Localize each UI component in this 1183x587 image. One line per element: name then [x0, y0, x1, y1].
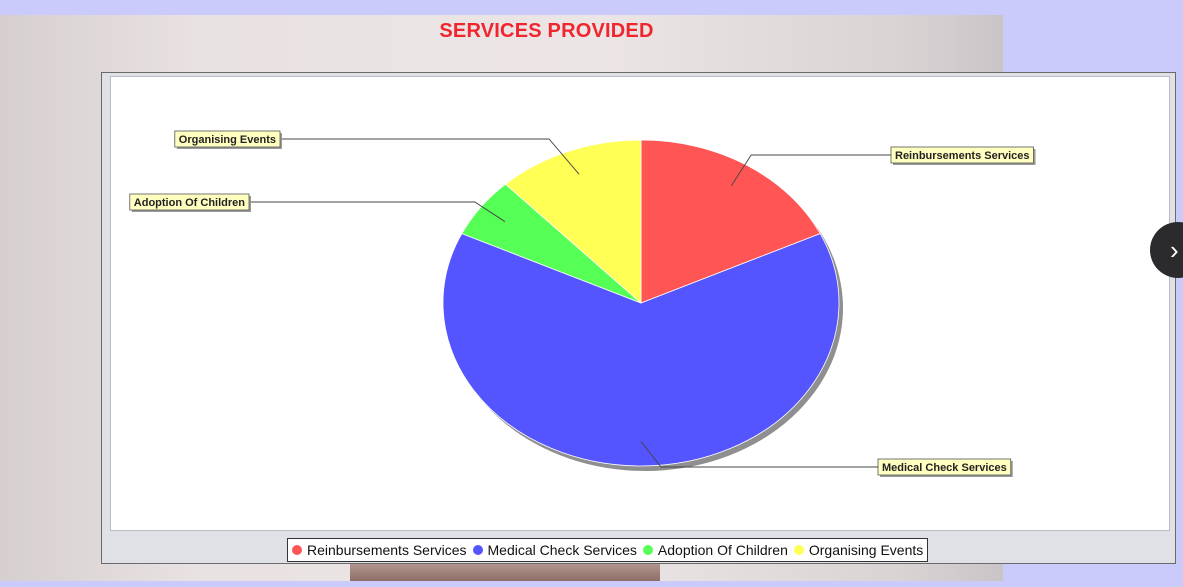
- legend-label: Adoption Of Children: [657, 542, 788, 558]
- slice-label-medical-check-services: Medical Check Services: [640, 441, 1013, 477]
- legend-swatch: [472, 545, 483, 555]
- chevron-right-icon: ›: [1170, 235, 1179, 265]
- slice-label-text: Medical Check Services: [882, 462, 1007, 474]
- slice-label-text: Reinbursements Services: [895, 150, 1030, 162]
- legend-label: Organising Events: [808, 542, 924, 558]
- pie-slice-organising-events[interactable]: [504, 139, 642, 304]
- leader-line-adoption-of-children: [249, 201, 506, 222]
- legend-item-reinbursements-services: Reinbursements Services: [292, 542, 467, 558]
- legend-label: Medical Check Services: [487, 542, 637, 558]
- leader-line-reinbursements-services: [730, 154, 891, 187]
- legend-item-organising-events: Organising Events: [793, 542, 924, 558]
- legend-swatch: [793, 545, 804, 555]
- pie-slice-reinbursements-services[interactable]: [640, 139, 821, 304]
- legend-swatch: [292, 545, 302, 555]
- pie-slice-medical-check-services[interactable]: [442, 233, 840, 467]
- legend-swatch: [642, 545, 653, 555]
- slice-label-adoption-of-children: Adoption Of Children: [129, 193, 506, 222]
- legend-item-adoption-of-children: Adoption Of Children: [642, 542, 788, 558]
- slice-label-organising-events: Organising Events: [174, 130, 580, 175]
- page-title: SERVICES PROVIDED: [439, 20, 654, 42]
- slice-label-text: Organising Events: [179, 134, 276, 146]
- leader-line-organising-events: [280, 138, 580, 175]
- chart-frame: Reinbursements Services Medical Check Ser…: [101, 72, 1176, 564]
- background-photo: [350, 560, 660, 581]
- chart-plot-area: Reinbursements Services Medical Check Ser…: [110, 76, 1170, 531]
- legend-label: Reinbursements Services: [307, 542, 467, 558]
- leader-line-medical-check-services: [640, 441, 878, 468]
- chart-legend: Reinbursements Services Medical Check Ser…: [287, 538, 929, 562]
- slice-label-text: Adoption Of Children: [134, 197, 245, 209]
- pie-chart: Reinbursements Services Medical Check Ser…: [129, 130, 1036, 477]
- legend-item-medical-check-services: Medical Check Services: [472, 542, 637, 558]
- slice-label-reinbursements-services: Reinbursements Services: [730, 146, 1036, 187]
